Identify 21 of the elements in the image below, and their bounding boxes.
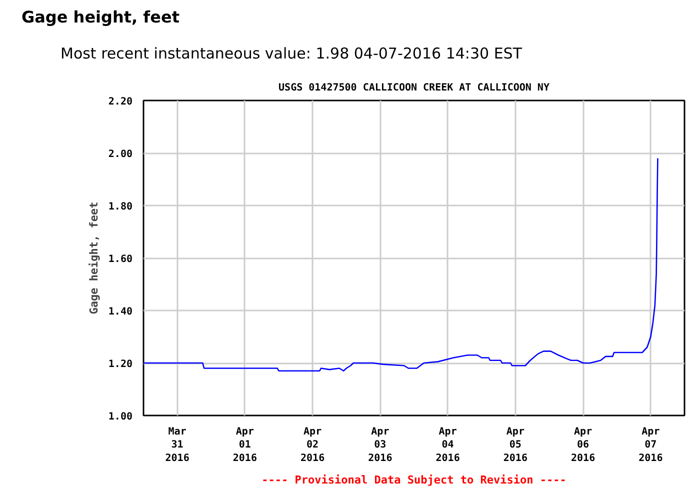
x-tick-label: Apr 04 2016: [436, 426, 460, 464]
y-tick-label: 1.60: [108, 254, 133, 265]
x-tick-label: Apr 02 2016: [300, 426, 325, 464]
x-tick-label: Mar 31 2016: [165, 426, 190, 464]
y-tick-label: 1.00: [108, 412, 133, 422]
y-tick-label: 2.00: [108, 149, 133, 160]
y-axis-title: Gage height, feet: [87, 202, 100, 314]
y-tick-label: 2.20: [108, 96, 133, 108]
chart-title: Gage height, feet: [22, 8, 180, 26]
x-tick-label: Apr 07 2016: [638, 426, 663, 464]
x-tick-label: Apr 03 2016: [368, 426, 392, 464]
text: ---- Provisional Data Subject to Revision ----: [262, 474, 566, 486]
y-tick-label: 1.20: [108, 359, 133, 370]
x-tick-label: Apr 06 2016: [571, 426, 596, 464]
y-tick-label: 1.80: [108, 202, 133, 212]
chart-subtitle: Most recent instantaneous value: 1.98 04-07-2016 14:30 EST: [60, 44, 523, 62]
line-series: [144, 158, 658, 372]
x-tick-label: Apr 01 2016: [232, 426, 257, 464]
text: USGS 01427500 CALLICOON CREEK AT CALLICOON NY: [278, 82, 550, 94]
y-tick-label: 1.40: [108, 306, 133, 318]
x-tick-label: Apr 05 2016: [503, 426, 528, 464]
